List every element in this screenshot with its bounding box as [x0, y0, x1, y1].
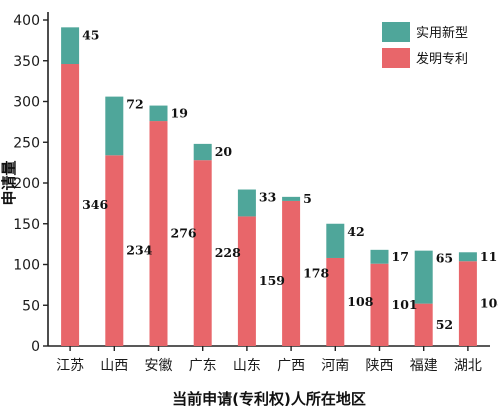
x-tick-label: 广东: [189, 358, 217, 374]
bar-发明专利: [370, 263, 389, 346]
bar-发明专利: [282, 200, 301, 346]
y-tick-label: 0: [31, 339, 40, 355]
value-label: 159: [259, 273, 285, 288]
y-tick-label: 150: [13, 217, 40, 233]
bar-实用新型: [282, 196, 301, 201]
legend-swatch: [382, 22, 410, 42]
axes: 0 50 100 150 200 250 300 350 400 江苏 山西 安徽 广东 山东 广西 河南 陕西…: [13, 12, 490, 374]
y-tick-label: 400: [13, 13, 40, 29]
y-tick-label: 100: [13, 258, 40, 274]
bar-发明专利: [149, 121, 168, 346]
bar-发明专利: [237, 216, 256, 346]
bars: [61, 27, 477, 346]
bar-实用新型: [370, 249, 389, 264]
x-tick-label: 河南: [321, 358, 349, 374]
bar-实用新型: [414, 250, 433, 304]
x-tick-label: 陕西: [366, 358, 394, 374]
bar-实用新型: [149, 105, 168, 122]
value-label: 234: [126, 243, 152, 258]
y-tick-label: 350: [13, 54, 40, 70]
legend-swatch: [382, 48, 410, 68]
value-label: 33: [259, 190, 276, 205]
bar-发明专利: [326, 257, 345, 346]
x-tick-label: 山东: [233, 358, 261, 374]
x-tick-label: 湖北: [454, 358, 482, 374]
value-label: 104: [480, 296, 498, 311]
value-label: 52: [436, 317, 453, 332]
legend-label: 实用新型: [416, 25, 468, 41]
bar-实用新型: [237, 189, 256, 217]
y-tick-label: 50: [22, 298, 40, 314]
value-label: 108: [347, 294, 373, 309]
bar-实用新型: [61, 27, 80, 65]
y-tick-label: 250: [13, 135, 40, 151]
x-tick-label: 江苏: [56, 358, 84, 374]
bar-实用新型: [326, 223, 345, 258]
y-tick-label: 200: [13, 176, 40, 192]
value-label: 20: [215, 144, 233, 159]
value-label: 65: [436, 251, 453, 266]
value-labels: 346 45 234 72 276 19 228 20 159 33 178 5 108 42 101 17 5…: [82, 27, 498, 331]
x-tick-label: 福建: [410, 358, 438, 374]
value-label: 72: [126, 97, 143, 112]
bar-发明专利: [61, 64, 80, 346]
bar-发明专利: [458, 261, 477, 346]
x-tick-label: 广西: [277, 358, 305, 374]
value-label: 346: [82, 197, 108, 212]
x-tick-label: 安徽: [145, 358, 173, 374]
x-axis-title: 当前申请(专利权)人所在地区: [172, 390, 366, 408]
value-label: 178: [303, 265, 329, 280]
legend-label: 发明专利: [416, 51, 468, 67]
x-tick-label: 山西: [100, 358, 128, 374]
bar-实用新型: [105, 96, 124, 156]
value-label: 101: [392, 297, 418, 312]
value-label: 11: [480, 249, 497, 264]
value-label: 19: [171, 105, 188, 120]
value-label: 42: [347, 224, 364, 239]
bar-实用新型: [458, 252, 477, 262]
bar-发明专利: [105, 155, 124, 346]
value-label: 276: [171, 226, 197, 241]
bar-实用新型: [193, 143, 212, 161]
value-label: 17: [392, 249, 409, 264]
y-tick-label: 300: [13, 95, 40, 111]
value-label: 228: [215, 245, 241, 260]
bar-发明专利: [414, 303, 433, 346]
value-label: 5: [303, 191, 312, 206]
value-label: 45: [82, 27, 99, 42]
y-axis-title: 申请量: [0, 160, 18, 205]
bar-发明专利: [193, 160, 212, 346]
